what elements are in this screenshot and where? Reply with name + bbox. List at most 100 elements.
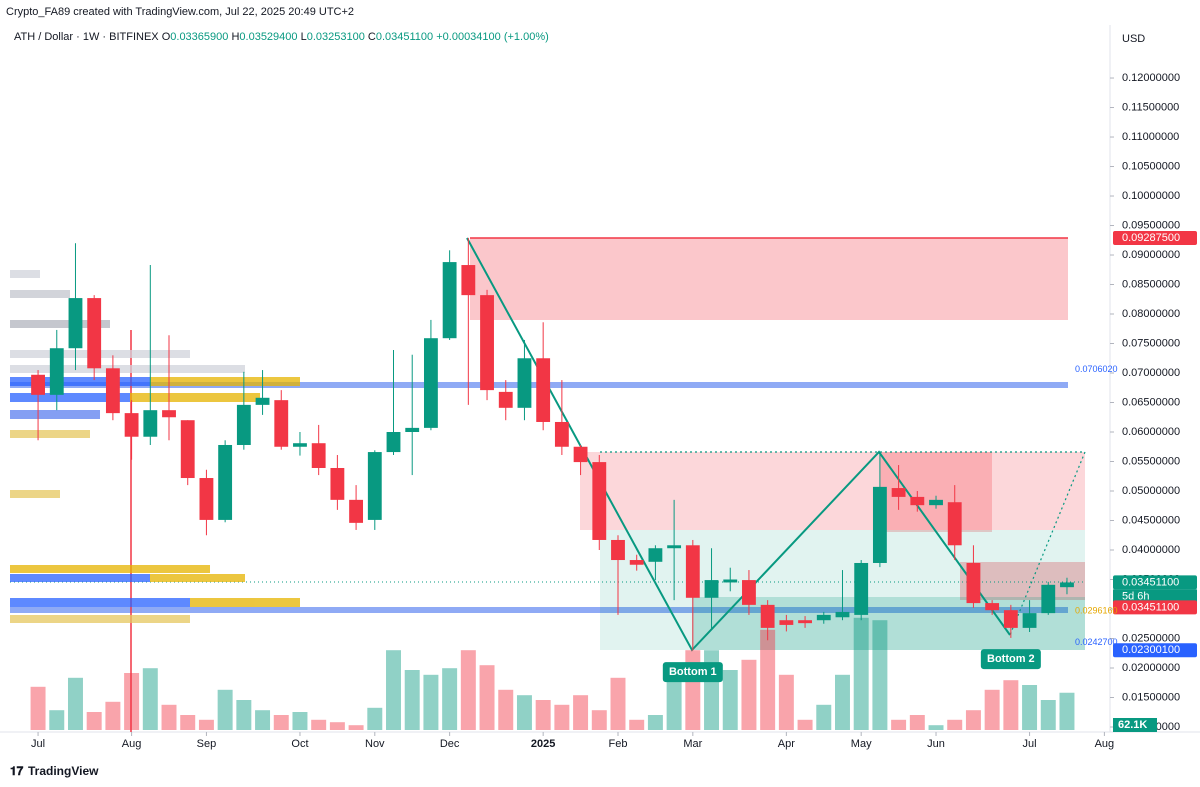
- volume-bar: [105, 701, 121, 730]
- candle-body: [180, 420, 195, 479]
- volume-bar: [516, 695, 532, 730]
- volume-bar: [891, 719, 907, 730]
- candle-body: [293, 443, 307, 447]
- candle-body: [704, 580, 719, 598]
- volume-bar: [610, 677, 626, 730]
- volume-bar: [835, 674, 850, 730]
- brand: TradingView: [28, 764, 99, 778]
- level-band: [10, 607, 1068, 613]
- candle-body: [124, 413, 139, 437]
- y-tick-label: 0.07000000: [1122, 367, 1180, 379]
- candle-body: [592, 462, 607, 540]
- price-label: 0.0242700: [1075, 637, 1118, 647]
- volume-bar: [853, 617, 869, 730]
- x-tick-label: Dec: [440, 738, 460, 750]
- volume-bar: [86, 712, 102, 730]
- volume-bar: [404, 670, 420, 730]
- volume-bar: [49, 710, 65, 730]
- candle-body: [611, 539, 625, 561]
- countdown-box: [1113, 589, 1197, 604]
- annotation-box: [662, 662, 723, 683]
- ohlc-label: L: [301, 31, 307, 43]
- candle-body: [723, 579, 738, 583]
- price-label: 0.03451100: [1122, 601, 1179, 613]
- y-tick-label: 0.07500000: [1122, 337, 1180, 349]
- candle-body: [461, 265, 476, 296]
- volume-bar: [479, 665, 495, 730]
- volume-bar: [554, 704, 570, 730]
- candle-body: [274, 400, 289, 447]
- price-label: 0.03451100: [1122, 576, 1179, 588]
- profile-bar: [10, 410, 100, 419]
- price-label-box: [1113, 575, 1197, 590]
- y-tick-label: 0.06000000: [1122, 426, 1180, 438]
- volume-bar: [498, 689, 514, 730]
- candle-body: [929, 499, 943, 506]
- candle-body: [236, 404, 251, 445]
- y-tick-label: 0.05500000: [1122, 455, 1180, 467]
- y-tick-label: 0.11000000: [1122, 131, 1179, 143]
- candle-body: [536, 358, 551, 422]
- volume-bar: [573, 695, 589, 730]
- candle-body: [685, 545, 700, 598]
- profile-bar: [10, 574, 150, 582]
- candle-body: [517, 358, 532, 408]
- volume-bar: [442, 668, 458, 730]
- volume-bar: [666, 680, 682, 730]
- ohlc-label: C: [368, 31, 376, 43]
- volume-bar: [348, 725, 364, 730]
- y-tick-label: 0.01500000: [1122, 691, 1180, 703]
- price-label-box: [1113, 643, 1197, 658]
- x-tick-label: 2025: [531, 738, 555, 750]
- x-tick-label: Nov: [365, 738, 385, 750]
- x-tick-label: Mar: [683, 738, 702, 750]
- profile-bar: [10, 290, 70, 298]
- ohlc-value: 0.03365900: [170, 31, 228, 43]
- price-label: 0.09287500: [1122, 232, 1180, 244]
- candle-body: [742, 580, 756, 605]
- candle-body: [629, 560, 644, 565]
- volume-profile: [10, 270, 300, 623]
- drawings: [10, 237, 1086, 732]
- volume-bar: [124, 673, 140, 730]
- profile-bar: [10, 565, 210, 573]
- candle-body: [573, 446, 588, 463]
- profile-bar: [10, 320, 110, 328]
- candle-body: [966, 562, 981, 604]
- y-tick-label: 0.12000000: [1122, 72, 1180, 84]
- volume-bar: [1059, 692, 1075, 730]
- candle-body: [386, 432, 401, 453]
- y-tick-label: 0.10500000: [1122, 160, 1180, 172]
- ohlc-label: H: [231, 31, 239, 43]
- candle-body: [667, 545, 682, 549]
- candle-body: [816, 614, 831, 621]
- x-tick-label: Sep: [197, 738, 217, 750]
- candle-body: [1060, 582, 1074, 588]
- volume-bar: [629, 719, 645, 730]
- volume-bar: [217, 689, 233, 730]
- box-zone: [580, 452, 1085, 530]
- candle-body: [480, 295, 494, 391]
- x-tick-label: Apr: [778, 738, 795, 750]
- candle-body: [891, 488, 906, 497]
- candle-body: [442, 262, 457, 339]
- credit: Crypto_FA89 created with TradingView.com…: [6, 6, 354, 18]
- y-tick-label: 0.04500000: [1122, 514, 1180, 526]
- candle-body: [423, 338, 438, 428]
- volume-bar: [180, 715, 196, 730]
- volume-bar: [947, 719, 963, 730]
- volume-bar: [460, 650, 476, 730]
- candle-body: [872, 486, 887, 563]
- annotation-box: [980, 649, 1041, 670]
- volume-bar: [236, 700, 252, 730]
- volume-bar: [928, 725, 944, 730]
- y-tick-label: 0.10000000: [1122, 190, 1180, 202]
- y-tick-label: 0.05000000: [1122, 485, 1180, 497]
- profile-bar: [10, 393, 130, 402]
- candle-body: [554, 421, 569, 447]
- x-tick-label: Aug: [1095, 738, 1115, 750]
- brand-logo: 𝟏𝟕: [10, 764, 24, 778]
- ohlc-value: 0.03529400: [239, 31, 297, 43]
- x-tick-label: Oct: [291, 738, 308, 750]
